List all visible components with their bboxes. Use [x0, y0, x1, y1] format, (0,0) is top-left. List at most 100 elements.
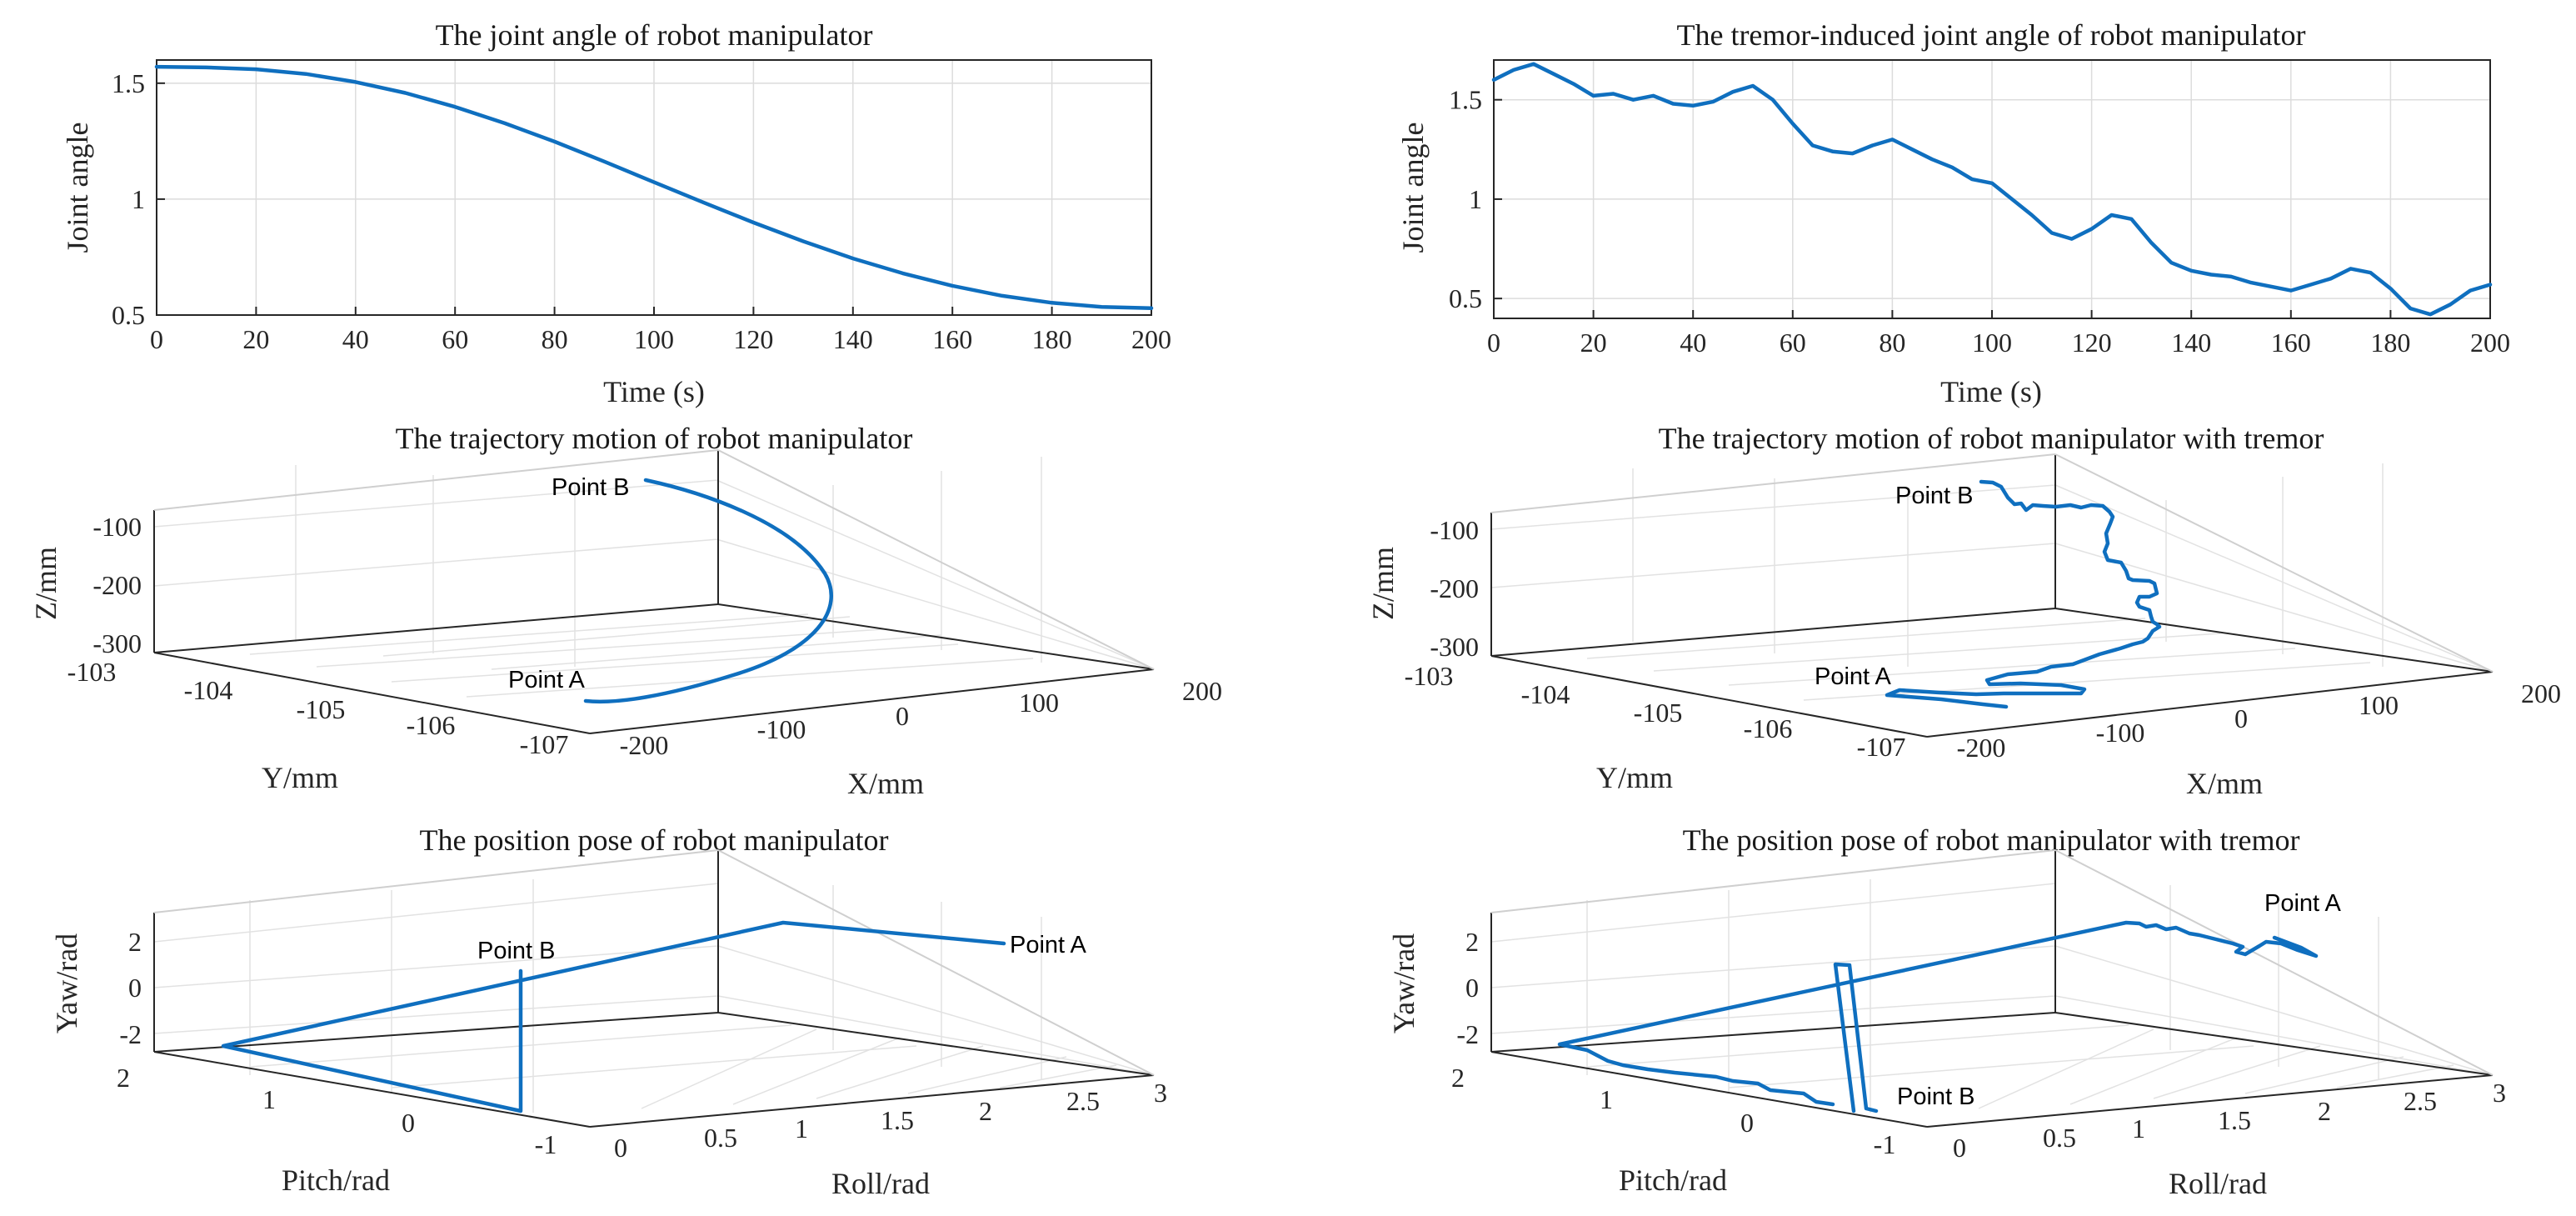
point-b-label: Point B [1895, 483, 1974, 509]
x-tick: 200 [1182, 676, 1222, 706]
x-tick: 0 [1953, 1133, 1966, 1163]
x-tick: 2 [979, 1096, 992, 1126]
x-tick: 0 [896, 701, 909, 731]
panel-4-ticks: -100 -200 -300 -103 -104 -105 -106 -107 … [1405, 515, 2561, 763]
y-tick: -104 [184, 675, 233, 705]
x-tick: 0 [2234, 703, 2248, 733]
x-tick: 1.5 [2218, 1105, 2251, 1135]
panel-1-xlabel: Time (s) [603, 375, 705, 408]
point-a-label: Point A [1815, 663, 1892, 690]
panel-6-ticks: 2 0 -2 2 1 0 -1 0 0.5 1 1.5 2 2.5 3 [1451, 927, 2506, 1163]
panel-2-ylabel: Joint angle [1396, 123, 1430, 253]
panel-1-ylabel: Joint angle [61, 123, 94, 253]
x-tick: -200 [620, 730, 669, 760]
point-b-label: Point B [477, 938, 556, 964]
pose-line [221, 920, 1006, 1113]
panel-2-title: The tremor-induced joint angle of robot … [1676, 18, 2305, 52]
panel-3-title: The trajectory motion of robot manipulat… [396, 422, 913, 455]
z-tick: 0 [128, 973, 142, 1003]
x-tick: 200 [2521, 678, 2561, 708]
x-tick-label: 160 [932, 324, 972, 354]
z-tick: -2 [119, 1019, 142, 1049]
x-tick: -100 [2096, 718, 2145, 748]
y-tick: -105 [297, 694, 346, 724]
point-b-label: Point B [1897, 1083, 1975, 1110]
y-tick: 1 [1600, 1084, 1613, 1114]
y-tick-label: 1.5 [1449, 85, 1482, 115]
x-tick-label: 180 [1032, 324, 1072, 354]
panel-5-xlabel: Roll/rad [831, 1167, 930, 1200]
z-tick: -300 [92, 628, 142, 658]
x-tick-label: 40 [342, 324, 369, 354]
tremor-joint-angle-line [1491, 62, 2493, 317]
panel-4-title: The trajectory motion of robot manipulat… [1659, 422, 2324, 455]
x-tick-label: 120 [733, 324, 773, 354]
y-tick: -107 [1857, 732, 1906, 762]
x-tick-label: 100 [634, 324, 674, 354]
panel-3-pane-grid [153, 457, 1155, 698]
x-tick: 0.5 [704, 1123, 737, 1153]
z-tick: -300 [1430, 632, 1479, 662]
panel-joint-angle: The joint angle of robot manipulator 0 20… [61, 18, 1171, 408]
z-tick: 2 [128, 927, 142, 957]
x-tick: 0.5 [2043, 1123, 2076, 1153]
point-a-label: Point A [1010, 932, 1087, 958]
x-tick: 2 [2318, 1096, 2331, 1126]
panel-1-title: The joint angle of robot manipulator [436, 18, 873, 52]
panel-5-title: The position pose of robot manipulator [420, 823, 889, 857]
x-tick: 1.5 [881, 1105, 914, 1135]
y-tick: -1 [1874, 1129, 1896, 1159]
x-tick-label: 20 [242, 324, 269, 354]
y-tick: 1 [262, 1084, 276, 1114]
x-tick: 100 [1019, 688, 1059, 718]
y-tick: -104 [1521, 679, 1570, 709]
panel-3-ticks: -100 -200 -300 -103 -104 -105 -106 -107 … [67, 512, 1222, 760]
y-tick: 0 [1740, 1108, 1754, 1138]
panel-5-box-edges [153, 849, 1155, 1128]
x-tick-label: 120 [2072, 328, 2112, 358]
x-tick-label: 40 [1680, 328, 1706, 358]
y-tick-label: 1 [132, 184, 145, 214]
z-tick: -2 [1456, 1019, 1479, 1049]
panel-4-zlabel: Z/mm [1366, 547, 1400, 620]
x-tick-label: 180 [2370, 328, 2410, 358]
x-tick-label: 80 [1879, 328, 1905, 358]
panel-6-ylabel: Pitch/rad [1619, 1163, 1727, 1197]
joint-angle-line [154, 64, 1154, 310]
x-tick: 3 [1154, 1078, 1167, 1108]
x-tick: 2.5 [2404, 1086, 2437, 1116]
panel-4-xlabel: X/mm [2186, 767, 2263, 800]
y-tick: -106 [407, 710, 456, 740]
z-tick: -200 [92, 570, 142, 600]
panel-4-box-edges [1490, 453, 2494, 738]
y-tick: -1 [535, 1129, 557, 1159]
panel-5-ylabel: Pitch/rad [282, 1163, 390, 1197]
z-tick: 0 [1465, 973, 1479, 1003]
panel-3-xlabel: X/mm [847, 767, 924, 800]
y-tick: 0 [402, 1108, 415, 1138]
x-tick-label: 200 [2470, 328, 2510, 358]
x-tick-label: 60 [1780, 328, 1806, 358]
x-tick-label: 0 [150, 324, 163, 354]
y-tick: -107 [520, 729, 569, 759]
panel-6-title: The position pose of robot manipulator w… [1683, 823, 2300, 857]
y-tick: 2 [1451, 1063, 1465, 1093]
x-tick: 2.5 [1066, 1086, 1100, 1116]
y-tick: -105 [1634, 698, 1683, 728]
z-tick: -200 [1430, 573, 1479, 603]
point-a-label: Point A [508, 667, 586, 693]
y-tick-label: 0.5 [112, 300, 145, 330]
panel-4-pane-grid [1490, 463, 2494, 701]
y-tick: 2 [117, 1063, 130, 1093]
x-tick-label: 20 [1580, 328, 1607, 358]
x-tick-label: 160 [2271, 328, 2311, 358]
x-tick: 1 [795, 1113, 808, 1143]
z-tick: -100 [1430, 515, 1479, 545]
x-tick-label: 60 [442, 324, 468, 354]
panel-2-xlabel: Time (s) [1940, 375, 2042, 408]
panel-trajectory: The trajectory motion of robot manipulat… [29, 422, 1222, 800]
y-tick: -103 [1405, 661, 1454, 691]
panel-5-ticks: 2 0 -2 2 1 0 -1 0 0.5 1 1.5 2 2.5 3 [117, 927, 1167, 1163]
panel-6-zlabel: Yaw/rad [1387, 933, 1420, 1033]
